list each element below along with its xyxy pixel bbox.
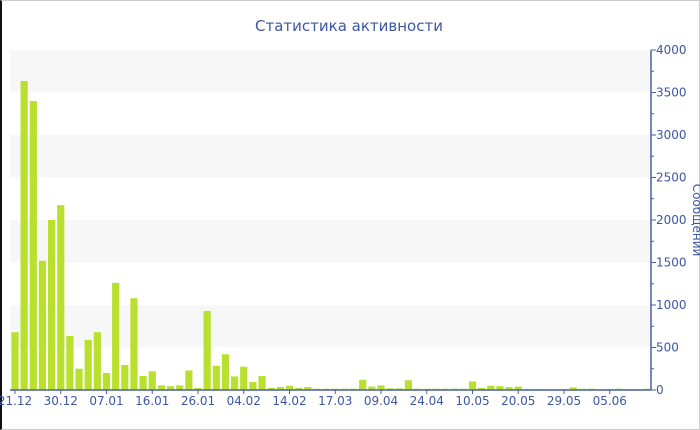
grid-band bbox=[10, 135, 651, 178]
y-tick-label: 2500 bbox=[656, 171, 687, 185]
x-tick-label: 21.12 bbox=[0, 394, 32, 408]
bar bbox=[395, 388, 403, 390]
x-tick-label: 16.01 bbox=[135, 394, 169, 408]
grid-band bbox=[10, 220, 651, 263]
bar bbox=[29, 101, 37, 390]
bar bbox=[212, 365, 220, 390]
bar bbox=[112, 282, 120, 390]
bar bbox=[11, 332, 19, 390]
bar bbox=[487, 385, 495, 390]
y-tick-label: 1000 bbox=[656, 298, 687, 312]
y-tick-label: 1500 bbox=[656, 256, 687, 270]
y-axis-label: Сообщений bbox=[690, 184, 700, 257]
bar bbox=[404, 380, 413, 390]
x-tick-label: 24.04 bbox=[410, 394, 444, 408]
x-tick-label: 26.01 bbox=[181, 394, 215, 408]
bar bbox=[75, 368, 83, 390]
x-tick-label: 07.01 bbox=[89, 394, 123, 408]
x-tick-label: 04.02 bbox=[227, 394, 261, 408]
y-tick-label: 3500 bbox=[656, 86, 687, 100]
bar bbox=[285, 385, 294, 390]
y-tick-label: 500 bbox=[656, 341, 679, 355]
x-tick-label: 14.02 bbox=[272, 394, 306, 408]
bar bbox=[102, 373, 111, 390]
bar bbox=[148, 371, 156, 390]
x-tick-label: 17.03 bbox=[318, 394, 352, 408]
bar bbox=[130, 298, 138, 390]
grid-bands bbox=[10, 50, 651, 348]
bar bbox=[295, 387, 303, 390]
bar bbox=[240, 366, 248, 390]
bar bbox=[377, 385, 385, 390]
bar bbox=[84, 339, 92, 390]
y-tick-label: 2000 bbox=[656, 213, 687, 227]
x-tick-label: 20.05 bbox=[501, 394, 535, 408]
bar bbox=[139, 375, 147, 390]
bar bbox=[267, 387, 275, 390]
bar bbox=[514, 386, 522, 390]
bar bbox=[166, 386, 175, 390]
bar bbox=[386, 388, 394, 390]
bar bbox=[478, 387, 486, 390]
bar bbox=[203, 310, 211, 390]
bar bbox=[93, 332, 101, 390]
bar bbox=[57, 205, 65, 390]
bar bbox=[276, 387, 284, 390]
bar bbox=[258, 375, 266, 390]
bar bbox=[231, 376, 239, 390]
y-tick-label: 3000 bbox=[656, 128, 687, 142]
y-tick-label: 0 bbox=[656, 383, 664, 397]
grid-band bbox=[10, 305, 651, 348]
bar bbox=[38, 260, 47, 390]
bar bbox=[157, 385, 165, 390]
axes: 0 500 1000 1500 2000 2500 3000 3500 4000 21.12 30.… bbox=[0, 43, 687, 408]
chart-title: Статистика активности bbox=[255, 17, 443, 35]
bar bbox=[368, 386, 376, 390]
x-tick-label: 05.06 bbox=[593, 394, 627, 408]
bar bbox=[185, 370, 193, 390]
bar bbox=[121, 364, 129, 390]
bar bbox=[505, 387, 513, 390]
x-tick-label: 09.04 bbox=[364, 394, 398, 408]
bar bbox=[359, 379, 367, 390]
bar bbox=[304, 387, 312, 390]
bar bbox=[20, 81, 28, 391]
y-tick-label: 4000 bbox=[656, 43, 687, 57]
bar bbox=[468, 381, 477, 390]
bar bbox=[249, 381, 257, 390]
bar bbox=[194, 387, 202, 390]
bar bbox=[496, 386, 504, 390]
bar bbox=[221, 354, 230, 390]
bar bbox=[66, 336, 74, 390]
bar bbox=[569, 387, 577, 390]
x-tick-label: 10.05 bbox=[455, 394, 489, 408]
grid-band bbox=[10, 50, 651, 93]
x-tick-label: 30.12 bbox=[44, 394, 78, 408]
bar bbox=[176, 385, 184, 390]
x-tick-label: 29.05 bbox=[547, 394, 581, 408]
bar bbox=[48, 220, 56, 390]
